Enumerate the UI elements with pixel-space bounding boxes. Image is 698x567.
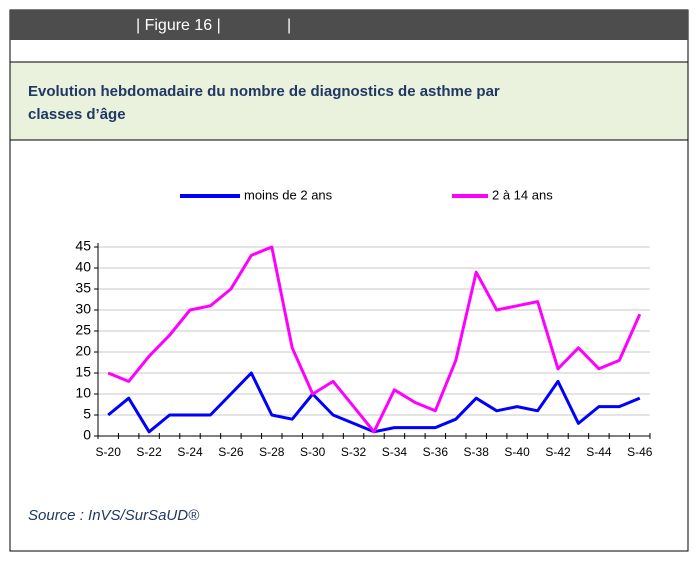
x-tick-label: S-40 <box>504 445 530 459</box>
x-tick-label: S-30 <box>300 445 326 459</box>
y-tick-label: 40 <box>75 259 91 275</box>
x-tick-label: S-42 <box>545 445 571 459</box>
x-tick-label: S-22 <box>136 445 162 459</box>
y-tick-label: 10 <box>75 385 91 401</box>
header-separator: | <box>287 17 291 34</box>
x-tick-label: S-26 <box>218 445 244 459</box>
header-bar <box>10 10 688 40</box>
chart-title-line1: Evolution hebdomadaire du nombre de diag… <box>28 83 500 100</box>
y-tick-label: 35 <box>75 280 91 296</box>
title-box <box>9 61 689 141</box>
y-tick-label: 15 <box>75 364 91 380</box>
series-line <box>107 245 642 434</box>
x-tick-label: S-32 <box>341 445 367 459</box>
x-tick-label: S-24 <box>177 445 203 459</box>
legend-label: moins de 2 ans <box>244 187 333 202</box>
x-tick-label: S-36 <box>423 445 449 459</box>
x-tick-label: S-46 <box>627 445 653 459</box>
chart-title-line2: classes d’âge <box>28 106 126 123</box>
y-tick-label: 0 <box>83 427 91 443</box>
y-tick-label: 30 <box>75 301 91 317</box>
legend-label: 2 à 14 ans <box>492 187 553 202</box>
y-tick-label: 45 <box>75 238 91 254</box>
x-tick-label: S-34 <box>382 445 408 459</box>
source: Source : InVS/SurSaUD® <box>28 507 200 524</box>
x-tick-label: S-20 <box>96 445 122 459</box>
x-tick-label: S-28 <box>259 445 285 459</box>
header-label: | Figure 16 | <box>136 17 221 34</box>
x-tick-label: S-44 <box>586 445 612 459</box>
x-tick-label: S-38 <box>464 445 490 459</box>
y-tick-label: 20 <box>75 343 91 359</box>
y-tick-label: 25 <box>75 322 91 338</box>
y-tick-label: 5 <box>83 406 91 422</box>
